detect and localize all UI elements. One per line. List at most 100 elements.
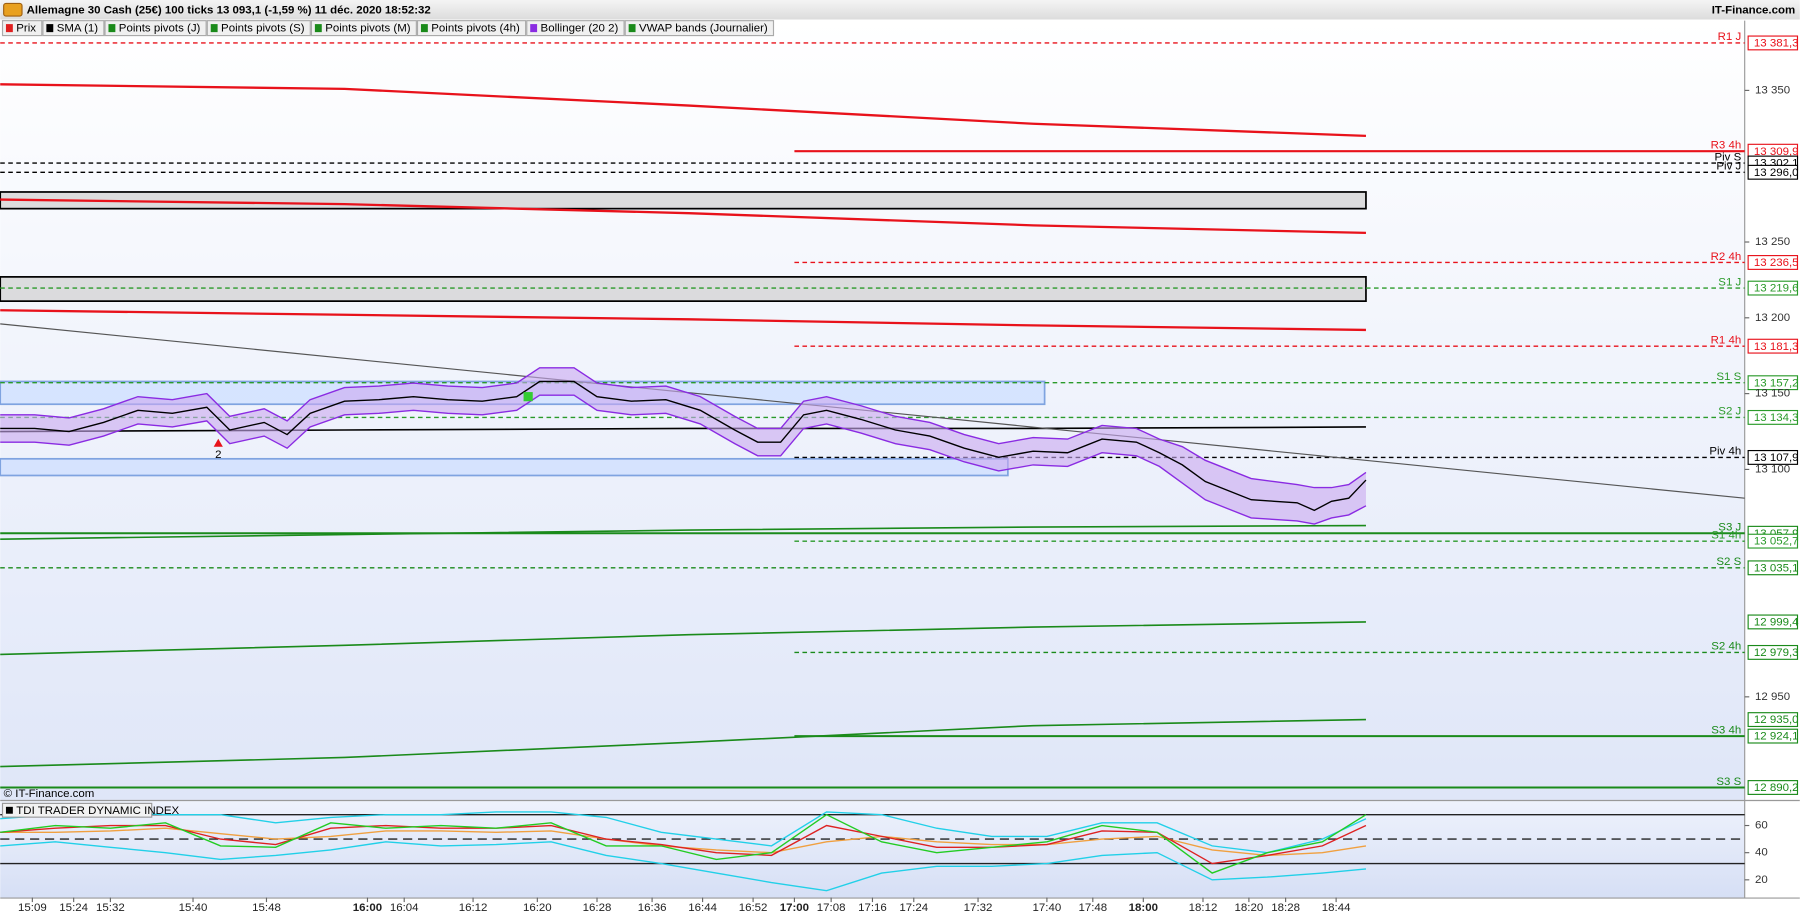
marker xyxy=(523,392,533,402)
level-name: S2 S xyxy=(1716,556,1741,568)
legend-tab-icon xyxy=(46,24,54,33)
x-tick-label: 17:32 xyxy=(964,902,993,914)
series-line xyxy=(0,841,1367,892)
legend-tab-icon xyxy=(314,24,322,33)
legend-tab-label: Points pivots (J) xyxy=(119,23,201,35)
series-line xyxy=(0,824,1367,865)
value-label: 13 157,2 xyxy=(1754,377,1799,389)
value-box xyxy=(1747,533,1799,549)
legend-tab xyxy=(206,20,311,37)
legend-tab-label: Points pivots (S) xyxy=(221,23,305,35)
x-tick-label: 18:28 xyxy=(1271,902,1300,914)
value-box xyxy=(1747,644,1799,660)
x-tick-label: 17:16 xyxy=(858,902,887,914)
x-tick-label: 16:12 xyxy=(459,902,488,914)
y-tick-label: 13 250 xyxy=(1755,236,1790,248)
legend-tab-label: VWAP bands (Journalier) xyxy=(639,23,768,35)
x-tick-label: 16:20 xyxy=(523,902,552,914)
series-line xyxy=(0,811,1367,854)
value-box xyxy=(1747,280,1799,296)
vwap-band xyxy=(0,83,1367,138)
legend-tab-label: Points pivots (M) xyxy=(325,23,411,35)
legend-tab-icon xyxy=(210,24,218,33)
x-tick-label: 15:32 xyxy=(96,902,125,914)
legend-tab xyxy=(624,20,775,37)
y-tick-label: 13 100 xyxy=(1755,463,1790,475)
legend-tab-label: Prix xyxy=(16,23,36,35)
legend-tab-icon xyxy=(420,24,428,33)
vwap-band xyxy=(0,621,1366,656)
x-tick-label: 18:00 xyxy=(1129,902,1158,914)
value-box xyxy=(1747,164,1799,180)
x-tick-label: 15:48 xyxy=(252,902,281,914)
value-label: 12 999,4 xyxy=(1754,617,1799,629)
vwap-band xyxy=(0,718,1366,768)
bollinger-fill xyxy=(0,367,1366,525)
legend-tab-label: SMA (1) xyxy=(57,23,99,35)
value-label: 13 296,0 xyxy=(1754,167,1799,179)
legend-tab-icon xyxy=(628,24,636,33)
value-label: 13 219,6 xyxy=(1754,283,1799,295)
value-box xyxy=(1747,712,1799,728)
level-name: S1 J xyxy=(1718,276,1741,288)
x-tick-label: 17:08 xyxy=(817,902,846,914)
value-label: 13 134,3 xyxy=(1754,412,1799,424)
legend-tab xyxy=(526,20,625,37)
value-box xyxy=(1747,35,1799,51)
level-name: S3 S xyxy=(1716,776,1741,788)
x-tick-label: 16:52 xyxy=(739,902,768,914)
level-name: S3 4h xyxy=(1711,724,1741,736)
level-name: R1 4h xyxy=(1711,334,1742,346)
x-tick-label: 16:04 xyxy=(390,902,419,914)
value-box xyxy=(1747,375,1799,391)
x-tick-label: 17:24 xyxy=(899,902,928,914)
value-box xyxy=(1747,560,1799,576)
value-label: 13 107,9 xyxy=(1754,452,1799,464)
x-tick-label: 16:36 xyxy=(638,902,667,914)
value-label: 12 890,2 xyxy=(1754,782,1799,794)
tdi-panel xyxy=(0,801,1745,898)
legend-tab-label: Points pivots (4h) xyxy=(431,23,520,35)
level-name: S1 S xyxy=(1716,371,1741,383)
x-tick-label: 15:40 xyxy=(179,902,208,914)
level-name: S3 J xyxy=(1718,522,1741,534)
x-tick-label: 16:28 xyxy=(583,902,612,914)
x-tick-label: 17:00 xyxy=(780,902,809,914)
zone xyxy=(0,276,1367,302)
value-label: 13 381,3 xyxy=(1754,38,1799,50)
value-box xyxy=(1747,728,1799,744)
value-box xyxy=(1747,780,1799,795)
value-box xyxy=(1747,255,1799,270)
legend-tab xyxy=(104,20,207,37)
watermark: © IT-Finance.com xyxy=(4,788,95,800)
vwap-band xyxy=(0,524,1366,540)
series-line xyxy=(0,394,1367,525)
legend-tab-icon xyxy=(530,24,538,33)
legend-tab xyxy=(310,20,417,37)
level-name: Piv S xyxy=(1714,151,1741,163)
y-tick-label: 40 xyxy=(1755,847,1768,859)
y-tick-label: 13 150 xyxy=(1755,388,1790,400)
header-bar xyxy=(0,0,1800,20)
x-tick-label: 17:40 xyxy=(1033,902,1062,914)
brand: IT-Finance.com xyxy=(1712,4,1795,16)
y-tick-label: 13 350 xyxy=(1755,84,1790,96)
x-tick-label: 15:09 xyxy=(18,902,47,914)
level-name: R1 J xyxy=(1718,31,1742,43)
level-name: S1 4h xyxy=(1711,529,1741,541)
x-tick-label: 16:44 xyxy=(688,902,717,914)
legend-tab xyxy=(42,20,105,37)
signal-label: 2 xyxy=(215,449,221,461)
vwap-band xyxy=(0,309,1366,332)
y-tick-label: 12 950 xyxy=(1755,691,1790,703)
value-label: 13 309,9 xyxy=(1754,146,1799,158)
level-name: R3 4h xyxy=(1711,139,1742,151)
y-tick-label: 20 xyxy=(1755,874,1768,886)
tdi-title: TDI TRADER DYNAMIC INDEX xyxy=(16,805,179,817)
zone xyxy=(0,457,1009,477)
x-tick-label: 16:00 xyxy=(353,902,382,914)
legend-tab xyxy=(416,20,527,37)
level-name: Piv J xyxy=(1716,161,1741,173)
